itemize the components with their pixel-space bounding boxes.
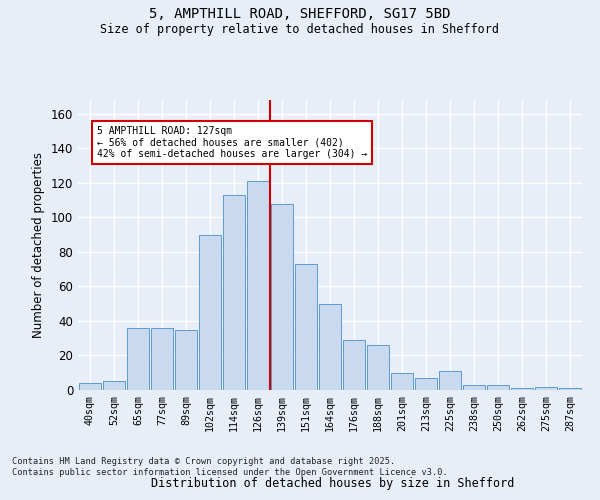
Y-axis label: Number of detached properties: Number of detached properties — [32, 152, 45, 338]
Bar — [247, 181, 269, 390]
Bar — [343, 340, 365, 390]
Bar — [271, 204, 293, 390]
Bar — [295, 264, 317, 390]
Bar — [127, 328, 149, 390]
Text: 5, AMPTHILL ROAD, SHEFFORD, SG17 5BD: 5, AMPTHILL ROAD, SHEFFORD, SG17 5BD — [149, 8, 451, 22]
Text: Contains HM Land Registry data © Crown copyright and database right 2025.
Contai: Contains HM Land Registry data © Crown c… — [12, 458, 448, 477]
Text: Size of property relative to detached houses in Shefford: Size of property relative to detached ho… — [101, 22, 499, 36]
Bar — [391, 372, 413, 390]
Bar — [439, 371, 461, 390]
Bar — [535, 386, 557, 390]
Bar — [559, 388, 581, 390]
Bar — [367, 345, 389, 390]
Bar — [79, 383, 101, 390]
Bar — [487, 385, 509, 390]
Bar — [175, 330, 197, 390]
Bar — [223, 195, 245, 390]
Bar — [199, 234, 221, 390]
Bar — [415, 378, 437, 390]
Text: 5 AMPTHILL ROAD: 127sqm
← 56% of detached houses are smaller (402)
42% of semi-d: 5 AMPTHILL ROAD: 127sqm ← 56% of detache… — [97, 126, 367, 159]
Bar — [151, 328, 173, 390]
Bar — [511, 388, 533, 390]
Bar — [463, 385, 485, 390]
Text: Distribution of detached houses by size in Shefford: Distribution of detached houses by size … — [151, 477, 515, 490]
Bar — [319, 304, 341, 390]
Bar — [103, 382, 125, 390]
